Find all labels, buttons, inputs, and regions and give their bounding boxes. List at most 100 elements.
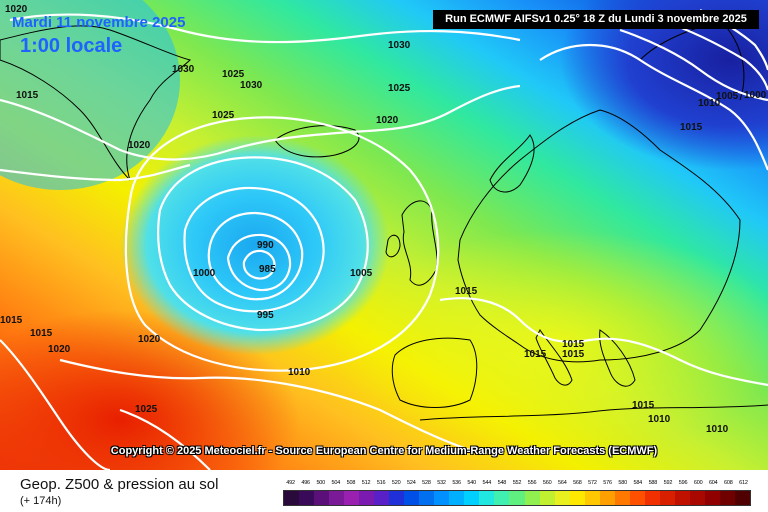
isobar-label: 1010: [698, 98, 721, 109]
scale-swatch: [479, 491, 495, 505]
scale-swatch: [569, 491, 585, 505]
ireland-coast: [385, 234, 401, 258]
scale-tick-label: 612: [739, 480, 748, 486]
scale-swatch: [704, 491, 720, 505]
isobar-label: 1015: [680, 122, 703, 133]
isobar-label: 1030: [172, 64, 195, 75]
north-africa-coast: [419, 404, 768, 421]
isobar-label: 1015: [30, 328, 53, 339]
isobar-995: [207, 211, 304, 301]
scale-swatch: [674, 491, 690, 505]
isobar-label: 1025: [388, 83, 411, 94]
isobar-1015-northeast: [539, 44, 768, 171]
atlantic-low-area: [120, 135, 390, 355]
scale-swatch: [584, 491, 600, 505]
scale-swatch: [524, 491, 540, 505]
iberia-coast: [391, 337, 478, 408]
scale-swatch: [344, 491, 360, 505]
isobar-label: 1020: [5, 4, 28, 15]
isobar-label: 1015: [632, 400, 655, 411]
ridge-area: [330, 230, 768, 450]
isobar-label: 990: [257, 240, 274, 251]
scale-tick-label: 592: [663, 480, 673, 486]
forecast-lead-time: (+ 174h): [20, 495, 62, 507]
isobar-label: 1030: [240, 80, 263, 91]
scale-tick-label: 516: [376, 480, 386, 486]
scale-tick-label: 536: [452, 480, 461, 486]
continental-europe-coast: [457, 109, 741, 363]
scale-tick-label: 504: [331, 480, 341, 486]
forecast-date: Mardi 11 novembre 2025: [12, 14, 185, 31]
isobar-985: [242, 249, 276, 280]
weather-map: 1020 1015 1030 1025 1030 1025 1020 1030 …: [0, 0, 768, 470]
scale-tick-label: 492: [286, 480, 295, 486]
scale-tick-label: 500: [316, 480, 326, 486]
scale-swatch: [434, 491, 450, 505]
isobar-1025-southwest: [119, 408, 211, 470]
scale-swatch: [464, 491, 480, 505]
scale-swatch: [314, 491, 330, 505]
color-scale-legend: 492 496 500 504 508 512 516 520 524 528 532 536 540 5…: [283, 480, 751, 506]
isobar-label: 1010: [706, 424, 729, 435]
isobar-label: 1015: [455, 286, 478, 297]
greenland-coast: [0, 25, 191, 181]
scale-swatch: [359, 491, 375, 505]
isobar-label: 1015: [562, 349, 585, 360]
italy-coast: [535, 329, 573, 386]
scale-tick-label: 496: [301, 480, 310, 486]
isobar-1030-north: [9, 13, 521, 44]
isobar-label: 1005: [350, 268, 373, 279]
scale-swatch: [374, 491, 390, 505]
scale-tick-label: 528: [422, 480, 431, 486]
isobar-label: 1020: [138, 334, 161, 345]
scale-swatch: [494, 491, 510, 505]
isobar-label: 1025: [135, 404, 158, 415]
scale-tick-label: 556: [527, 480, 537, 486]
scale-swatch: [389, 491, 405, 505]
forecast-local-time: 1:00 locale: [20, 35, 122, 57]
map-parameter-title: Geop. Z500 & pression au sol: [20, 476, 219, 493]
isobar-label: 1000: [193, 268, 216, 279]
isobar-1025-north: [0, 84, 521, 161]
isobar-label: 1010: [288, 367, 311, 378]
copyright-notice: Copyright © 2025 Meteociel.fr - Source E…: [110, 445, 658, 457]
scale-color-bar: [283, 490, 751, 506]
scale-swatch: [539, 491, 555, 505]
isobar-1010: [124, 116, 440, 372]
isobar-label: 1000: [744, 90, 767, 101]
scale-tick-label: 548: [497, 480, 507, 486]
scale-swatch: [329, 491, 345, 505]
scale-tick-label: 584: [633, 480, 643, 486]
scale-swatch: [419, 491, 435, 505]
balkans-coast: [599, 329, 636, 387]
scale-swatch: [599, 491, 615, 505]
isobar-label: 1025: [212, 110, 235, 121]
isobar-label: 985: [259, 264, 276, 275]
scale-swatch: [554, 491, 570, 505]
map-canvas: 1020 1015 1030 1025 1030 1025 1020 1030 …: [0, 0, 768, 470]
greenland-area: [0, 0, 180, 190]
scale-swatch: [629, 491, 645, 505]
isobar-label: 1020: [376, 115, 399, 126]
isobar-label: 1015: [562, 339, 585, 350]
map-footer: Geop. Z500 & pression au sol (+ 174h) 49…: [0, 470, 768, 512]
scale-swatch: [284, 491, 300, 505]
scale-swatch: [509, 491, 525, 505]
scale-swatch: [719, 491, 735, 505]
scale-tick-label: 532: [437, 480, 446, 486]
scale-tick-label: 596: [678, 480, 688, 486]
isobar-labels: 1020 1015 1030 1025 1030 1025 1020 1030 …: [0, 4, 767, 435]
isobar-label: 1020: [128, 140, 151, 151]
scale-tick-label: 588: [648, 480, 658, 486]
scale-tick-label: 508: [346, 480, 356, 486]
iceland-coast: [274, 125, 360, 158]
scale-tick-label: 580: [618, 480, 627, 486]
scale-tick-label: 608: [724, 480, 733, 486]
isobar-label: 1020: [48, 344, 71, 355]
scale-swatch: [659, 491, 675, 505]
isobar-1005: [157, 156, 369, 332]
scale-tick-label: 540: [467, 480, 476, 486]
isobar-label: 1010: [648, 414, 671, 425]
isobar-1015-south: [59, 358, 471, 452]
scale-swatch: [299, 491, 315, 505]
